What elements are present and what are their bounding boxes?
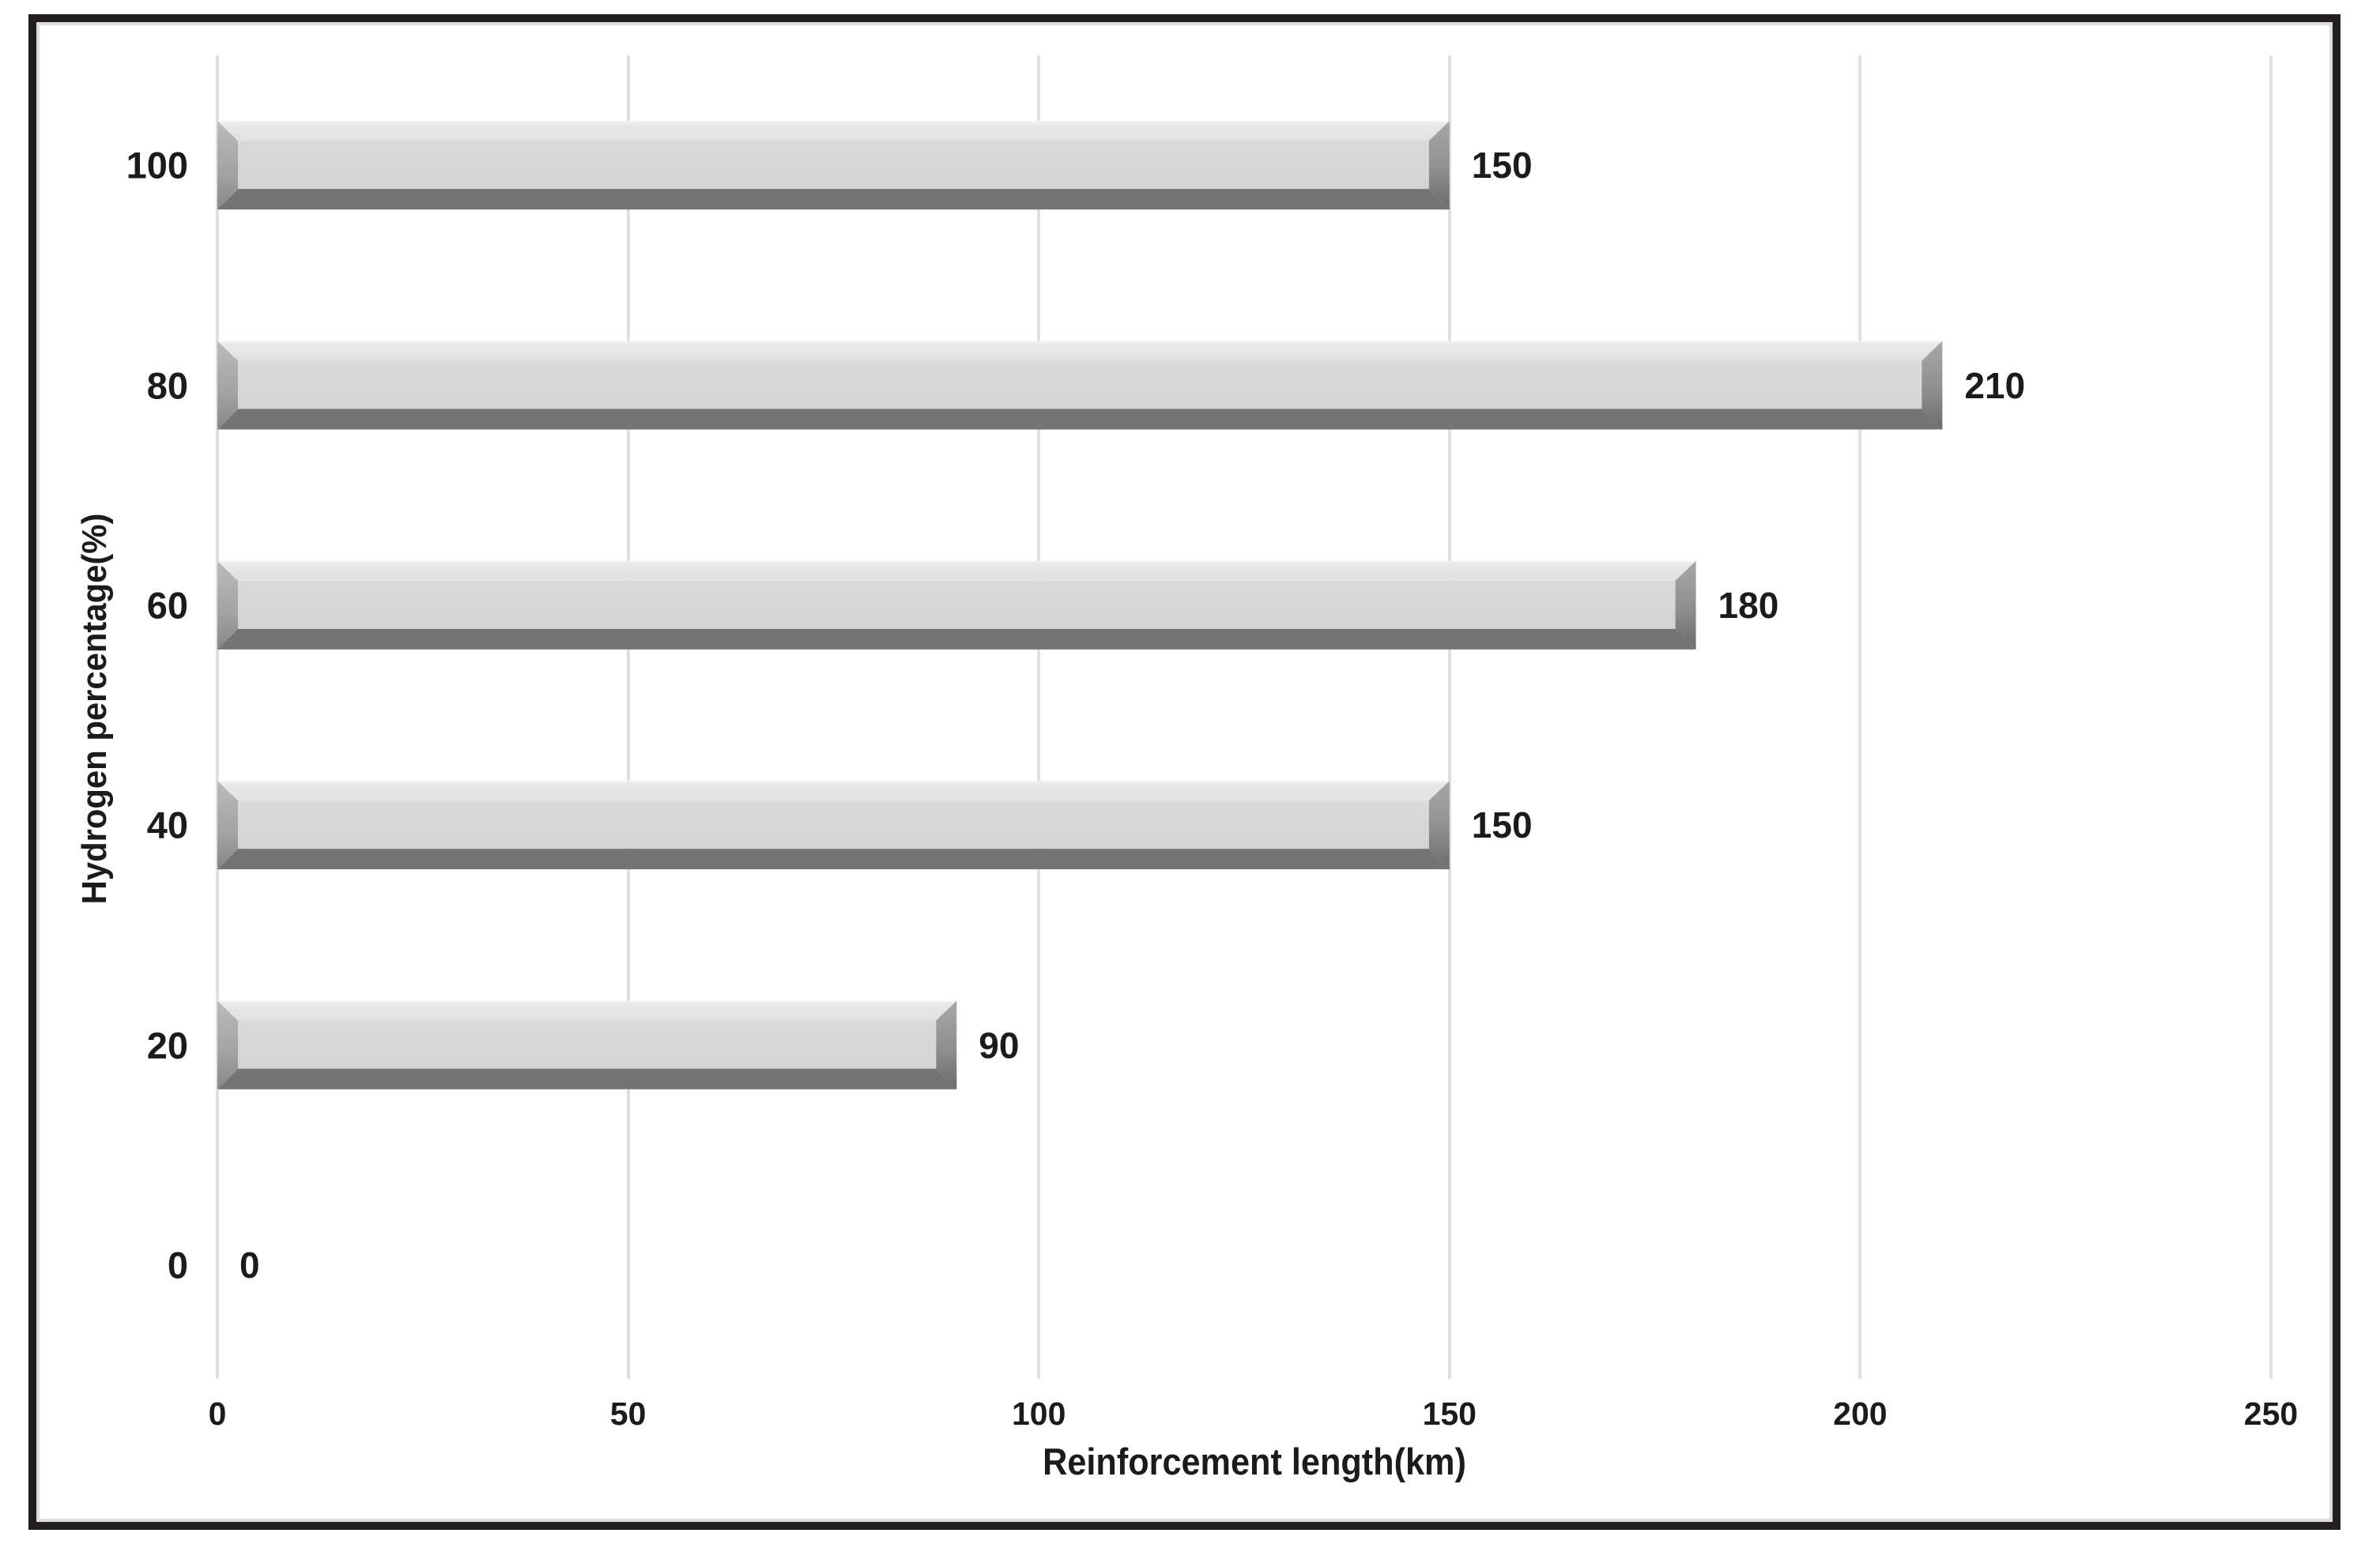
x-tick-label: 50 — [609, 1395, 647, 1432]
bar-top-face — [217, 781, 1450, 801]
bar-main-face — [238, 800, 1429, 849]
category-label: 40 — [146, 804, 188, 846]
bar-left-cap — [217, 1000, 238, 1090]
x-tick-label: 150 — [1422, 1395, 1477, 1432]
bar-value-label: 150 — [1471, 804, 1533, 846]
bar-bottom-shadow — [217, 1068, 957, 1090]
bar-main-face — [238, 360, 1922, 409]
category-label: 80 — [146, 364, 188, 406]
bar-bottom-shadow — [217, 628, 1696, 650]
bar-left-cap — [217, 781, 238, 870]
bar-main-face — [238, 580, 1676, 629]
bar-value-label: 150 — [1471, 145, 1533, 186]
y-axis-title: Hydrogen percentage(%) — [75, 513, 114, 905]
gridline-x-150 — [1447, 55, 1451, 1379]
bar-right-cap — [936, 1000, 957, 1090]
bar-top-face — [217, 341, 1943, 361]
category-label: 0 — [167, 1244, 188, 1286]
bar-top-face — [217, 560, 1696, 581]
x-tick-label: 200 — [1833, 1395, 1888, 1432]
x-tick-label: 100 — [1011, 1395, 1066, 1432]
gridline-x-200 — [1858, 55, 1862, 1379]
bar-top-face — [217, 1000, 957, 1021]
x-axis-title: Reinforcement length(km) — [1043, 1441, 1466, 1482]
bar-bottom-shadow — [217, 849, 1450, 870]
gridline-x-50 — [626, 55, 630, 1379]
gridline-x-100 — [1037, 55, 1041, 1379]
bar-value-label: 180 — [1718, 584, 1779, 626]
bar-bottom-shadow — [217, 189, 1450, 210]
bar-right-cap — [1428, 781, 1450, 870]
gridline-x-0 — [216, 55, 219, 1379]
bar-main-face — [238, 1020, 937, 1069]
bar-left-cap — [217, 341, 238, 430]
bar-right-cap — [1922, 341, 1943, 430]
bar-left-cap — [217, 560, 238, 650]
bar-value-label: 90 — [979, 1024, 1020, 1066]
gridline-x-250 — [2269, 55, 2273, 1379]
bar-right-cap — [1428, 121, 1450, 210]
bar-right-cap — [1675, 560, 1696, 650]
bar-value-label: 0 — [240, 1244, 260, 1286]
category-label: 100 — [126, 144, 188, 186]
bar-main-face — [238, 141, 1429, 190]
bar-left-cap — [217, 121, 238, 210]
bar-bottom-shadow — [217, 409, 1943, 430]
bar-value-label: 210 — [1964, 364, 2026, 406]
x-tick-label: 250 — [2243, 1395, 2299, 1432]
category-label: 60 — [146, 584, 188, 627]
bar-top-face — [217, 121, 1450, 141]
x-tick-label: 0 — [208, 1395, 227, 1432]
category-label: 20 — [146, 1024, 188, 1066]
